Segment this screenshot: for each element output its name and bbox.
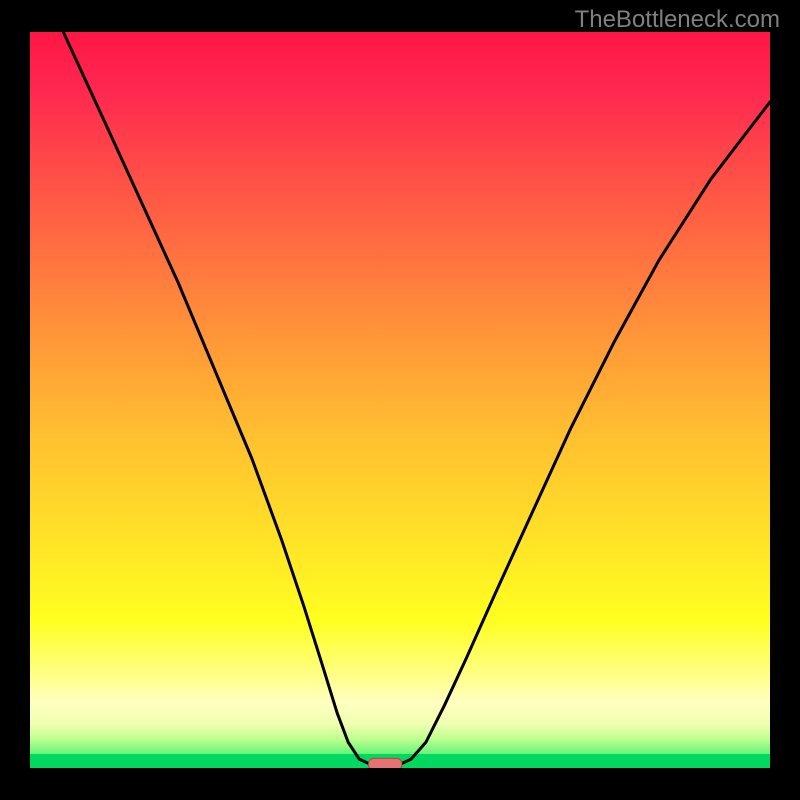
watermark-text: TheBottleneck.com: [575, 6, 780, 34]
chart-svg: [30, 32, 770, 768]
gradient-background: [30, 32, 770, 768]
chart-plot-area: [30, 32, 770, 768]
bottleneck-marker: [369, 758, 402, 768]
